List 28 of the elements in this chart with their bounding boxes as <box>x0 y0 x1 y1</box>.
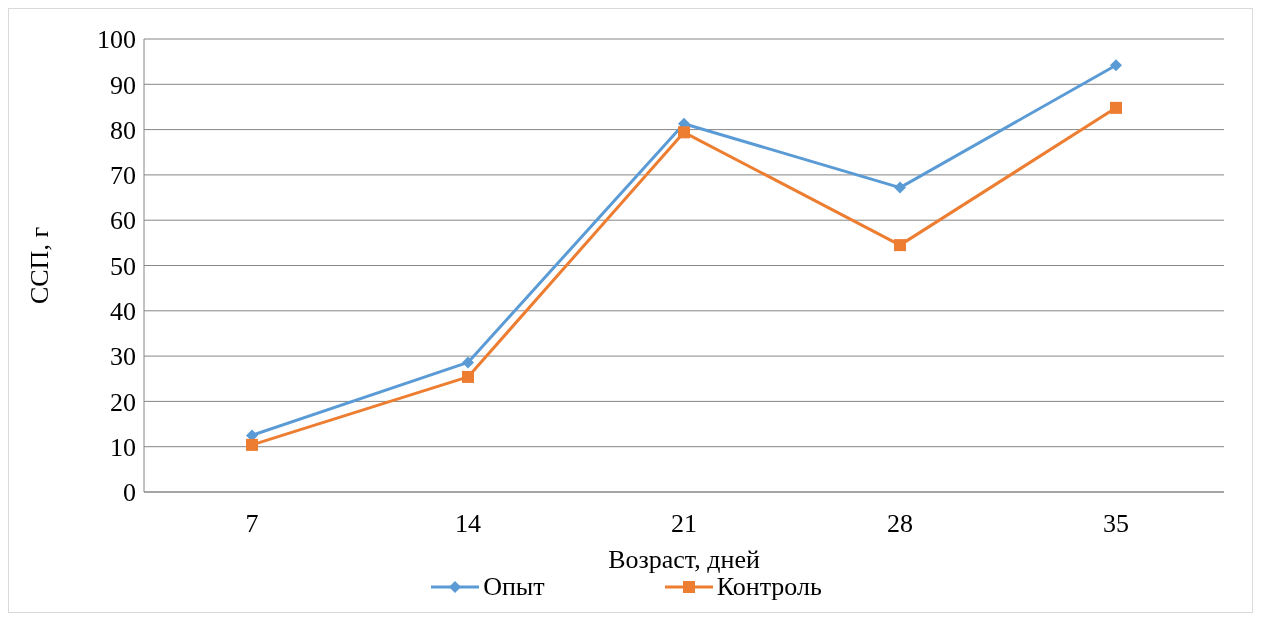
point <box>894 181 906 194</box>
y-tick-label: 40 <box>110 297 136 327</box>
point <box>1110 59 1122 72</box>
legend-label: Контроль <box>716 572 822 602</box>
y-tick-label: 80 <box>110 115 136 145</box>
y-tick-label: 90 <box>110 70 136 100</box>
y-tick-label: 60 <box>110 206 136 236</box>
y-tick-label: 0 <box>123 478 136 508</box>
x-tick-label: 14 <box>455 509 481 539</box>
y-tick-label: 10 <box>110 432 136 462</box>
y-axis-title: ССП, г <box>25 226 55 305</box>
x-tick-label: 7 <box>245 509 259 539</box>
legend-label: Опыт <box>483 572 545 602</box>
point <box>1110 101 1122 114</box>
x-tick-label: 35 <box>1103 509 1129 539</box>
x-axis-title: Возраст, дней <box>608 545 760 574</box>
x-tick-label: 28 <box>887 509 913 539</box>
point <box>894 239 906 252</box>
x-tick-label: 21 <box>671 509 697 539</box>
point <box>462 370 474 383</box>
point <box>246 438 258 451</box>
point <box>678 126 690 139</box>
y-tick-label: 50 <box>110 251 136 281</box>
y-tick-label: 30 <box>110 342 136 372</box>
point <box>462 356 474 369</box>
y-tick-label: 100 <box>97 25 136 55</box>
y-tick-label: 20 <box>110 387 136 417</box>
y-tick-label: 70 <box>110 161 136 191</box>
